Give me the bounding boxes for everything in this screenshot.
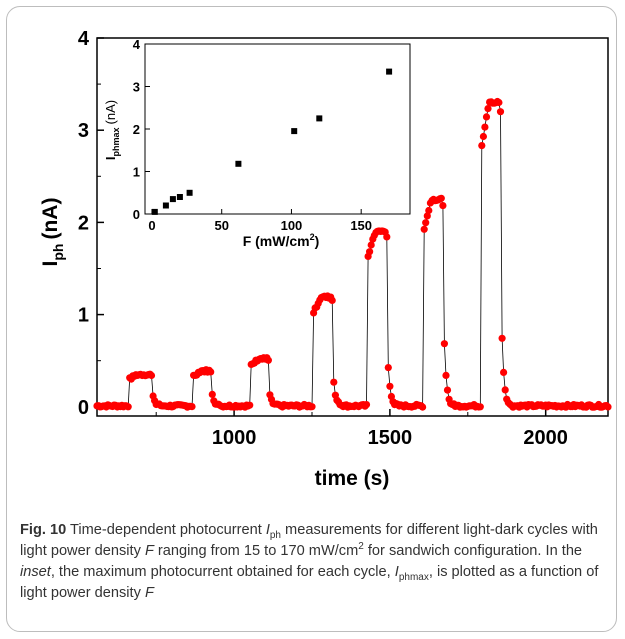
main-point-249 — [481, 123, 489, 131]
main-point-209 — [419, 403, 427, 411]
caption-text-5: , the maximum photocurrent obtained for … — [50, 564, 395, 580]
caption-text-1: Time-dependent photocurrent — [66, 522, 266, 538]
caption-text-2: measurements for different light-dark cy… — [20, 522, 598, 559]
main-plot-frame — [96, 37, 609, 417]
inset-x-tick-label-0: 0 — [148, 218, 155, 233]
main-point-246 — [476, 403, 484, 411]
main-y-tick-label-1: 1 — [78, 305, 89, 327]
main-point-20 — [124, 403, 132, 411]
inset-point-1 — [162, 202, 169, 209]
main-point-258 — [495, 98, 503, 107]
main-point-223 — [440, 340, 448, 348]
main-point-187 — [384, 364, 392, 372]
main-x-tick-label-0: 1000 — [212, 427, 257, 449]
inset-y-ticks: 0 1 2 3 4 — [133, 37, 150, 222]
main-photocurrent-points — [93, 97, 612, 411]
inset-point-7 — [316, 115, 323, 122]
main-y-ticks: 0 1 2 3 4 — [78, 28, 104, 419]
inset-y-tick-label-2: 2 — [133, 122, 140, 137]
main-point-212 — [423, 212, 431, 220]
inset-point-4 — [186, 189, 193, 196]
main-y-tick-label-0: 0 — [78, 397, 89, 419]
inset-point-2 — [169, 196, 176, 203]
inset-x-tick-label-1: 50 — [214, 218, 228, 233]
inset-x-ticks: 0 50 100 150 — [148, 209, 372, 233]
main-point-210 — [420, 225, 428, 233]
caption-imax-sub: phmax — [398, 571, 429, 583]
main-point-213 — [425, 206, 433, 215]
main-y-tick-label-4: 4 — [78, 28, 90, 50]
main-point-260 — [498, 334, 506, 342]
inset-y-label: Iphmax(nA) — [103, 100, 121, 160]
main-y-tick-label-2: 2 — [78, 212, 89, 234]
main-point-251 — [484, 105, 492, 113]
caption-F2: F — [144, 585, 154, 601]
main-y-label: Iph(nA) — [39, 198, 66, 267]
inset-y-tick-label-3: 3 — [133, 80, 140, 95]
caption-F1: F — [144, 543, 154, 559]
main-point-211 — [422, 219, 430, 227]
caption-text-6: , is plotted as a function of light powe… — [20, 564, 599, 601]
inset-plot-frame — [144, 43, 411, 215]
main-point-248 — [479, 132, 487, 141]
main-x-label: time (s) — [315, 467, 390, 490]
inset-y-tick-label-4: 4 — [133, 37, 141, 52]
caption-text-3: ranging from 15 to 170 mW/cm — [153, 543, 359, 559]
inset-y-tick-label-0: 0 — [133, 207, 140, 222]
inset-points — [151, 68, 393, 215]
main-point-151 — [328, 296, 336, 304]
main-point-328 — [604, 403, 612, 411]
caption-imax: I — [394, 564, 399, 580]
caption-sup: 2 — [358, 541, 364, 553]
inset-point-5 — [235, 160, 242, 167]
inset-point-3 — [176, 194, 183, 200]
inset-point-0 — [151, 208, 158, 215]
main-point-138 — [308, 403, 316, 411]
main-point-61 — [188, 403, 196, 411]
main-point-224 — [442, 371, 450, 379]
main-point-73 — [207, 368, 215, 376]
inset-point-8 — [386, 68, 393, 75]
caption-text-4: for sandwich configuration. In the — [363, 543, 583, 559]
caption-label: Fig. 10 — [20, 522, 67, 538]
caption-iph: I — [265, 522, 270, 538]
main-point-262 — [501, 386, 509, 394]
caption-inset-word: inset — [20, 564, 51, 580]
main-x-tick-label-1: 1500 — [368, 427, 413, 449]
inset-x-label: F (mW/cm2) — [243, 232, 320, 249]
main-point-173 — [362, 401, 371, 409]
main-point-247 — [478, 142, 486, 150]
inset-point-6 — [291, 128, 298, 135]
main-point-152 — [330, 378, 338, 386]
main-point-74 — [208, 390, 216, 398]
main-axes — [96, 37, 609, 417]
main-point-188 — [386, 382, 394, 390]
main-point-259 — [496, 108, 505, 116]
inset-x-tick-label-2: 100 — [281, 218, 303, 233]
inset-x-tick-label-3: 150 — [350, 218, 372, 233]
main-point-186 — [383, 233, 391, 241]
main-point-35 — [147, 371, 156, 380]
figure-frame — [6, 6, 617, 632]
main-point-225 — [443, 386, 452, 394]
main-point-175 — [366, 248, 374, 256]
main-x-tick-label-2: 2000 — [523, 427, 568, 449]
main-y-tick-label-3: 3 — [78, 120, 89, 142]
main-point-250 — [482, 113, 491, 121]
figure-caption: Fig. 10 Time-dependent photocurrent Iph … — [20, 520, 608, 604]
main-point-261 — [500, 368, 508, 376]
main-point-110 — [264, 356, 272, 364]
caption-iph-sub: ph — [269, 529, 281, 541]
main-point-176 — [367, 241, 375, 249]
main-point-222 — [439, 202, 447, 210]
inset-y-tick-label-1: 1 — [133, 165, 140, 180]
main-point-221 — [437, 194, 445, 202]
main-x-ticks: 1000 1500 2000 — [155, 409, 568, 449]
main-point-98 — [246, 401, 254, 409]
